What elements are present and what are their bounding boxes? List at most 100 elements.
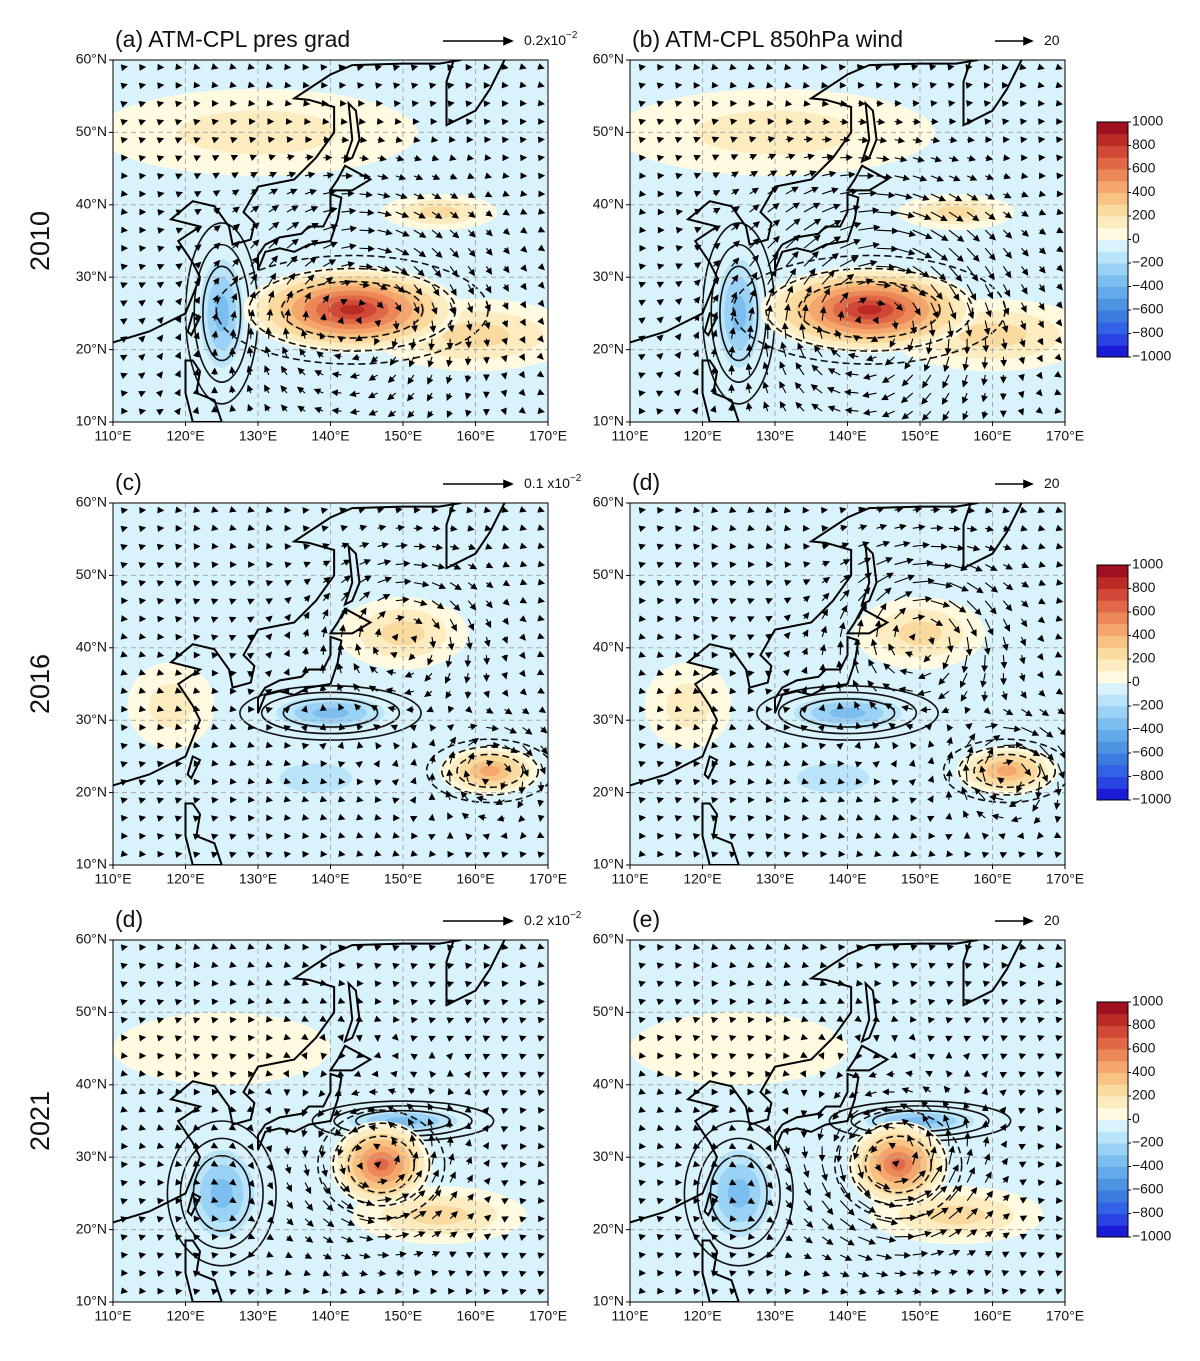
wind-vector [836, 1033, 843, 1042]
wind-vector [377, 559, 392, 566]
wind-vector [357, 624, 364, 638]
wind-vector [783, 650, 791, 658]
wind-vector [156, 155, 165, 162]
wind-vector [349, 1107, 360, 1115]
wind-vector [501, 961, 509, 969]
wind-vector [464, 1070, 471, 1079]
wind-vector [301, 1033, 309, 1041]
wind-vector [395, 1287, 403, 1295]
wind-vector [894, 283, 909, 292]
wind-vector [286, 171, 297, 179]
wind-vector [982, 998, 991, 1006]
wind-vector [988, 794, 1004, 802]
wind-vector [946, 736, 953, 746]
colorbar-band [1097, 1119, 1128, 1132]
wind-vector [729, 778, 737, 786]
wind-vector [156, 999, 165, 1006]
wind-vector [765, 851, 773, 858]
wind-vector [322, 1200, 334, 1212]
wind-vector [783, 851, 791, 858]
wind-vector [912, 577, 935, 585]
colorbar-band [1097, 274, 1128, 287]
wind-vector [464, 392, 472, 400]
wind-vector [982, 1017, 990, 1024]
wind-vector [283, 631, 291, 639]
y-tick-label: 50°N [593, 1003, 624, 1019]
wind-vector [374, 796, 382, 804]
wind-vector [341, 190, 355, 197]
wind-vector [174, 561, 183, 569]
wind-vector [193, 634, 201, 641]
wind-vector [371, 1070, 379, 1078]
reference-value: 20 [1044, 912, 1060, 928]
wind-vector [192, 1178, 201, 1186]
wind-vector [927, 1053, 935, 1061]
colorbar-band [1097, 1096, 1128, 1109]
colorbar-label: 400 [1132, 183, 1156, 199]
wind-vector [120, 1179, 128, 1187]
wind-vector [304, 223, 319, 231]
wind-vector [229, 979, 237, 987]
wind-vector [819, 759, 827, 767]
wind-vector [876, 136, 888, 144]
wind-vector [675, 506, 683, 514]
wind-vector [320, 850, 328, 858]
wind-vector [801, 943, 810, 951]
wind-vector [693, 980, 701, 988]
wind-vector [711, 561, 719, 569]
wind-vector [876, 173, 893, 181]
wind-vector [912, 118, 922, 126]
wind-vector [1001, 81, 1009, 89]
wind-vector [930, 1146, 937, 1165]
wind-vector [137, 372, 146, 380]
wind-vector [912, 302, 921, 316]
wind-vector [265, 81, 274, 89]
x-tick-label: 140°E [828, 428, 866, 444]
wind-vector [711, 506, 719, 514]
wind-vector [465, 338, 472, 349]
colorbar-band [1097, 659, 1128, 672]
y-tick-label: 30°N [593, 1148, 624, 1164]
wind-vector [674, 1124, 683, 1131]
wind-vector [764, 652, 773, 659]
coastline [860, 980, 878, 1044]
wind-vector [157, 742, 165, 749]
colorbar-band [1097, 321, 1128, 334]
wind-vector [894, 540, 911, 548]
wind-vector [928, 980, 936, 988]
wind-vector [892, 741, 899, 750]
wind-vector [156, 815, 165, 822]
wind-vector [394, 100, 402, 107]
wind-vector [870, 335, 879, 343]
wind-vector [945, 769, 953, 782]
wind-vector [638, 814, 646, 822]
colorbar-label: −1000 [1132, 1228, 1172, 1244]
wind-vector [408, 653, 416, 661]
wind-vector [638, 1233, 646, 1241]
wind-vector [121, 244, 129, 252]
wind-vector [304, 1252, 313, 1259]
wind-vector [656, 525, 665, 532]
wind-vector [1019, 998, 1027, 1006]
wind-vector [783, 943, 791, 951]
wind-vector [745, 382, 753, 394]
wind-vector [1055, 1053, 1063, 1060]
wind-vector [211, 579, 219, 587]
wind-vector [193, 314, 200, 322]
wind-vector [800, 686, 807, 694]
wind-vector [820, 943, 828, 951]
wind-vector [872, 761, 880, 768]
wind-vector [428, 1051, 436, 1059]
wind-vector [783, 1052, 791, 1060]
wind-vector [1055, 542, 1064, 550]
wind-vector [966, 100, 974, 107]
wind-vector [481, 778, 490, 786]
wind-vector [229, 1053, 237, 1060]
wind-vector [901, 410, 914, 420]
wind-vector [693, 615, 701, 623]
wind-vector [175, 651, 183, 659]
wind-vector [410, 944, 418, 952]
wind-vector [638, 1070, 646, 1077]
wind-vector [502, 579, 511, 587]
wind-vector [319, 723, 327, 731]
